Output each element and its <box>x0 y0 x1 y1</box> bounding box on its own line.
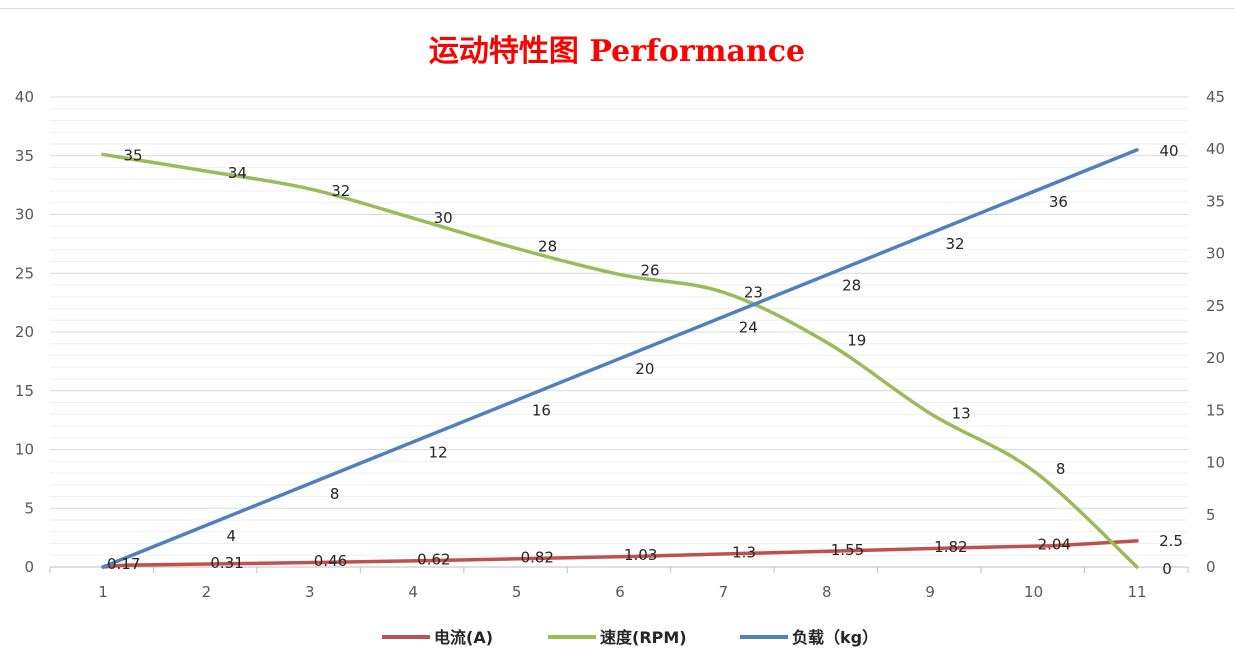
speed-data-label: 34 <box>228 164 247 182</box>
series-line-current <box>101 539 1139 569</box>
top-border <box>0 8 1234 9</box>
axes: 1 2 3 4 5 6 7 8 9 10 11051015202530354005101520253… <box>15 88 1225 601</box>
speed-data-label: 19 <box>847 331 866 349</box>
speed-data-label: 26 <box>640 262 659 280</box>
legend-label: 负载（kg） <box>792 628 878 647</box>
y-right-tick-label: 5 <box>1206 506 1216 524</box>
speed-data-label: 32 <box>331 182 350 200</box>
data-labels: 0.17 0.31 0.46 0.62 0.82 1.03 1.3 1.55 1.82 2.04 2… <box>107 142 1183 578</box>
x-tick-label: 9 <box>925 583 935 601</box>
speed-data-label: 30 <box>434 209 453 227</box>
current-data-label: 0.62 <box>417 551 450 569</box>
y-left-tick-label: 20 <box>15 323 34 341</box>
legend-label: 电流(A) <box>434 628 493 647</box>
current-data-label: 1.03 <box>624 546 657 564</box>
x-tick-label: 7 <box>719 583 729 601</box>
load-data-label: 16 <box>532 402 551 420</box>
y-right-tick-label: 10 <box>1206 454 1225 472</box>
y-right-tick-label: 30 <box>1206 245 1225 263</box>
speed-data-label: 13 <box>952 404 971 422</box>
y-right-tick-label: 20 <box>1206 349 1225 367</box>
load-data-label: 8 <box>330 485 340 503</box>
load-data-label: 12 <box>429 443 448 461</box>
y-left-tick-label: 40 <box>15 88 34 106</box>
current-data-label: 2.04 <box>1038 536 1071 554</box>
series-lines <box>101 148 1139 569</box>
speed-data-label: 8 <box>1056 460 1066 478</box>
series-line-speed <box>101 152 1139 569</box>
load-data-label: 4 <box>226 527 236 545</box>
load-data-label: 24 <box>739 318 758 336</box>
x-tick-label: 11 <box>1127 583 1146 601</box>
current-data-label: 1.3 <box>732 543 756 561</box>
current-data-label: 0.31 <box>210 554 243 572</box>
load-data-label: 36 <box>1049 193 1068 211</box>
current-data-label: 1.55 <box>831 541 864 559</box>
speed-data-label: 23 <box>744 283 763 301</box>
current-data-label: 0.17 <box>107 555 140 573</box>
load-data-label: 32 <box>946 235 965 253</box>
x-tick-label: 8 <box>822 583 832 601</box>
y-left-tick-label: 30 <box>15 206 34 224</box>
x-tick-label: 5 <box>512 583 522 601</box>
chart-title: 运动特性图 Performance <box>429 34 805 69</box>
current-data-label: 2.5 <box>1159 532 1183 550</box>
x-tick-label: 10 <box>1024 583 1043 601</box>
y-right-tick-label: 0 <box>1206 558 1216 576</box>
current-data-label: 1.82 <box>934 538 967 556</box>
speed-data-label: 0 <box>1162 560 1172 578</box>
y-right-tick-label: 45 <box>1206 88 1225 106</box>
speed-data-label: 28 <box>538 237 557 255</box>
current-data-label: 0.46 <box>314 552 347 570</box>
y-left-tick-label: 15 <box>15 382 34 400</box>
x-tick-label: 1 <box>98 583 108 601</box>
y-left-tick-label: 5 <box>24 499 34 517</box>
y-right-tick-label: 35 <box>1206 192 1225 210</box>
y-right-tick-label: 40 <box>1206 140 1225 158</box>
x-tick-label: 6 <box>615 583 625 601</box>
load-data-label: 20 <box>635 360 654 378</box>
legend-label: 速度(RPM) <box>600 628 687 647</box>
series-line-load <box>101 148 1139 569</box>
legend: 电流(A) 速度(RPM) 负载（kg） <box>382 628 878 647</box>
load-data-label: 40 <box>1159 142 1178 160</box>
y-right-tick-label: 25 <box>1206 297 1225 315</box>
y-left-tick-label: 10 <box>15 441 34 459</box>
speed-data-label: 35 <box>123 146 142 164</box>
load-data-label: 28 <box>842 277 861 295</box>
grid-lines <box>50 96 1188 568</box>
x-tick-label: 3 <box>305 583 315 601</box>
y-right-tick-label: 15 <box>1206 401 1225 419</box>
y-left-tick-label: 0 <box>24 558 34 576</box>
y-left-tick-label: 25 <box>15 264 34 282</box>
x-tick-label: 2 <box>202 583 212 601</box>
x-tick-label: 4 <box>408 583 418 601</box>
y-left-tick-label: 35 <box>15 147 34 165</box>
current-data-label: 0.82 <box>521 548 554 566</box>
